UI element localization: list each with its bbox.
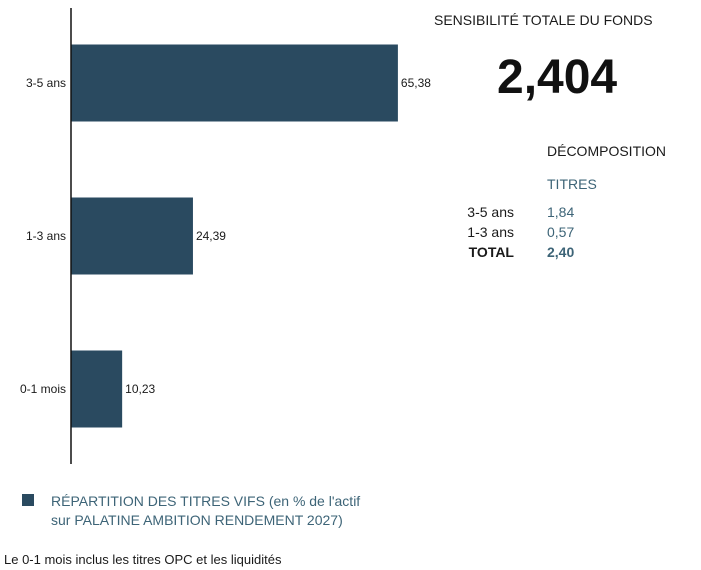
decomposition-row-value: 2,40 [547, 244, 575, 260]
legend-label-line1: RÉPARTITION DES TITRES VIFS (en % de l'a… [51, 493, 361, 509]
bar-value-label: 65,38 [401, 76, 431, 90]
category-tick-label: 3-5 ans [26, 76, 66, 90]
category-tick-label: 0-1 mois [20, 382, 66, 396]
decomposition-row-3-5: 3-5 ans 1,84 [400, 204, 660, 222]
decomposition-column-header: TITRES [547, 176, 597, 192]
category-tick-label: 1-3 ans [26, 229, 66, 243]
sensitivity-value: 2,404 [497, 51, 618, 104]
bar-chart: 3-5 ans 65,38 1-3 ans 24,39 0-1 mois 10,23 [20, 8, 431, 464]
sensitivity-title: SENSIBILITÉ TOTALE DU FONDS [434, 12, 653, 28]
decomposition-row-label: 3-5 ans [467, 204, 514, 220]
bar-value-label: 10,23 [125, 382, 155, 396]
bar-3-5-ans [71, 44, 398, 122]
legend-swatch [22, 494, 34, 506]
bar-0-1-mois [71, 350, 123, 428]
bar-value-label: 24,39 [196, 229, 226, 243]
decomposition-row-label: 1-3 ans [467, 224, 514, 240]
legend-label-line2: sur PALATINE AMBITION RENDEMENT 2027) [51, 512, 343, 528]
decomposition-row-total: TOTAL 2,40 [400, 244, 660, 262]
decomposition-row-value: 0,57 [547, 224, 575, 240]
bar-1-3-ans [71, 197, 193, 275]
decomposition-row-label: TOTAL [468, 244, 514, 260]
legend-label: RÉPARTITION DES TITRES VIFS (en % de l'a… [51, 492, 360, 530]
decomposition-title: DÉCOMPOSITION [547, 143, 667, 159]
footnote: Le 0-1 mois inclus les titres OPC et les… [4, 552, 282, 567]
decomposition-row-value: 1,84 [547, 204, 575, 220]
decomposition-row-1-3: 1-3 ans 0,57 [400, 224, 660, 242]
